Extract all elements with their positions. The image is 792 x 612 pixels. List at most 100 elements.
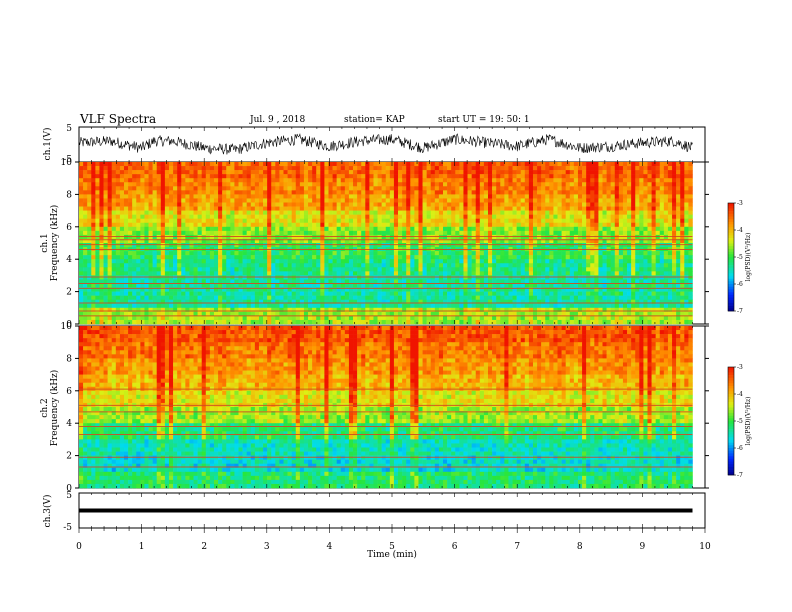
spectrogram-cell xyxy=(483,178,489,183)
spectrogram-cell xyxy=(193,230,198,236)
spectrogram-cell xyxy=(520,283,526,288)
spectrogram-cell xyxy=(136,238,141,244)
spectrogram-cell xyxy=(303,178,309,183)
spectrogram-cell xyxy=(140,162,145,167)
spectrogram-cell xyxy=(598,182,603,187)
spectrogram-cell xyxy=(467,271,472,276)
spectrogram-cell xyxy=(524,267,530,272)
spectrogram-cell xyxy=(291,234,297,240)
spectrogram-cell xyxy=(193,295,198,300)
spectrogram-cell xyxy=(520,182,526,187)
spectrogram-cell xyxy=(443,226,448,232)
spectrogram-cell xyxy=(577,271,583,276)
spectrogram-cell xyxy=(254,198,260,203)
spectrogram-cell xyxy=(627,255,632,260)
spectrogram-cell xyxy=(115,170,121,175)
spectrogram-cell xyxy=(676,194,681,199)
spectrogram-cell xyxy=(115,283,121,288)
spectrogram-cell xyxy=(209,182,215,187)
spectrogram-cell xyxy=(512,287,517,292)
spectrogram-cell xyxy=(606,238,611,244)
spectrogram-cell xyxy=(205,222,211,228)
spectrogram-cell xyxy=(328,174,333,179)
spectrogram-cell xyxy=(553,234,558,240)
spectrogram-cell xyxy=(520,174,526,179)
spectrogram-cell xyxy=(430,190,436,195)
spectrogram-cell xyxy=(500,178,505,183)
spectrogram-cell xyxy=(410,291,415,296)
spectrogram-cell xyxy=(299,186,305,191)
spectrogram-cell xyxy=(586,206,591,211)
spectrogram-cell xyxy=(618,178,624,183)
spectrogram-cell xyxy=(434,271,440,276)
spectrogram-cell xyxy=(234,251,239,256)
spectrogram-cell xyxy=(336,182,342,187)
spectrogram-cell xyxy=(622,190,628,195)
spectrogram-cell xyxy=(463,271,468,276)
spectrogram-cell xyxy=(303,190,309,195)
spectrogram-cell xyxy=(348,174,354,179)
spectrogram-cell xyxy=(414,287,419,292)
spectrogram-cell xyxy=(389,287,395,292)
spectrogram-cell xyxy=(316,251,321,256)
spectrogram-cell xyxy=(213,251,219,256)
spectrogram-cell xyxy=(422,275,427,280)
spectrogram-cell xyxy=(459,186,464,191)
spectrogram-cell xyxy=(447,279,452,284)
spectrogram-cell xyxy=(291,214,297,219)
spectrogram-cell xyxy=(160,182,166,187)
spectrogram-cell xyxy=(185,198,190,203)
spectrogram-cell xyxy=(87,238,92,244)
spectrogram-cell xyxy=(381,222,387,228)
spectrogram-cell xyxy=(606,170,611,175)
spectrogram-cell xyxy=(336,222,342,228)
spectrogram-cell xyxy=(492,259,497,264)
spectrogram-cell xyxy=(627,206,632,211)
spectrogram-cell xyxy=(365,170,370,175)
spectrogram-cell xyxy=(197,230,202,236)
spectrogram-cell xyxy=(447,234,452,240)
spectrogram-cell xyxy=(340,222,346,228)
spectrogram-cell xyxy=(389,182,395,187)
spectrogram-cell xyxy=(197,178,202,183)
spectrogram-cell xyxy=(353,182,358,187)
spectrogram-cell xyxy=(336,198,342,203)
spectrogram-cell xyxy=(316,259,321,264)
spectrogram-cell xyxy=(455,174,460,179)
spectrogram-cell xyxy=(410,214,415,219)
spectrogram-cell xyxy=(557,162,562,167)
spectrogram-cell xyxy=(132,162,137,167)
spectrogram-cell xyxy=(324,182,329,187)
spectrogram-cell xyxy=(95,259,100,264)
spectrogram-cell xyxy=(492,287,497,292)
spectrogram-cell xyxy=(91,283,96,288)
spectrogram-cell xyxy=(582,234,587,240)
spectrogram-cell xyxy=(226,218,231,224)
spectrogram-cell xyxy=(83,214,88,219)
spectrogram-cell xyxy=(479,255,485,260)
spectrogram-cell xyxy=(447,194,452,199)
spectrogram-cell xyxy=(672,255,677,260)
spectrogram-cell xyxy=(684,198,689,203)
spectrogram-cell xyxy=(483,194,489,199)
spectrogram-cell xyxy=(173,166,178,171)
spectrogram-cell xyxy=(344,271,350,276)
spectrogram-cell xyxy=(373,255,378,260)
spectrogram-cell xyxy=(438,291,444,296)
spectrogram-cell xyxy=(430,218,436,224)
spectrogram-cell xyxy=(197,170,202,175)
spectrogram-cell xyxy=(95,255,100,260)
spectrogram-cell xyxy=(443,222,448,228)
spectrogram-cell xyxy=(299,251,305,256)
spectrogram-cell xyxy=(430,267,436,272)
spectrogram-cell xyxy=(357,166,362,171)
spectrogram-cell xyxy=(512,226,517,232)
spectrogram-cell xyxy=(541,186,546,191)
spectrogram-cell xyxy=(275,255,280,260)
spectrogram-cell xyxy=(479,275,485,280)
spectrogram-cell xyxy=(418,271,423,276)
spectrogram-cell xyxy=(381,210,387,215)
spectrogram-cell xyxy=(524,190,530,195)
spectrogram-cell xyxy=(459,202,464,207)
